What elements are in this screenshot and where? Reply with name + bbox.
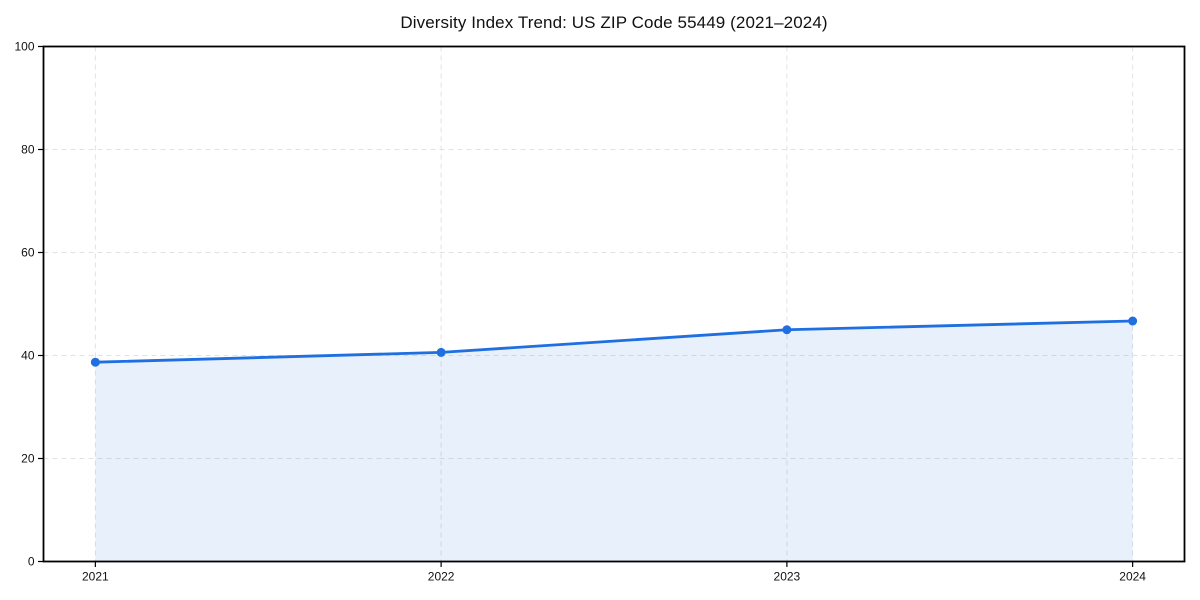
x-tick-label-2023: 2023 — [774, 570, 801, 584]
data-point-2023 — [782, 325, 792, 335]
x-tick-label-2021: 2021 — [82, 570, 109, 584]
y-tick-label-40: 40 — [21, 349, 35, 363]
x-tick-label-2024: 2024 — [1119, 570, 1146, 584]
data-point-2021 — [90, 357, 100, 367]
plot-border — [42, 45, 1186, 563]
y-tick-label-60: 60 — [21, 246, 35, 260]
y-tick-label-100: 100 — [14, 40, 34, 54]
trend-line-diversity-index — [93, 319, 1135, 364]
area-fill — [95, 320, 1133, 562]
chart-title: Diversity Index Trend: US ZIP Code 55449… — [400, 13, 828, 32]
data-point-2024 — [1128, 316, 1138, 326]
y-tick-label-0: 0 — [28, 555, 35, 569]
x-tick-label-2022: 2022 — [428, 570, 455, 584]
y-tick-label-80: 80 — [21, 143, 35, 157]
data-point-2022 — [436, 347, 446, 357]
y-tick-label-20: 20 — [21, 452, 35, 466]
